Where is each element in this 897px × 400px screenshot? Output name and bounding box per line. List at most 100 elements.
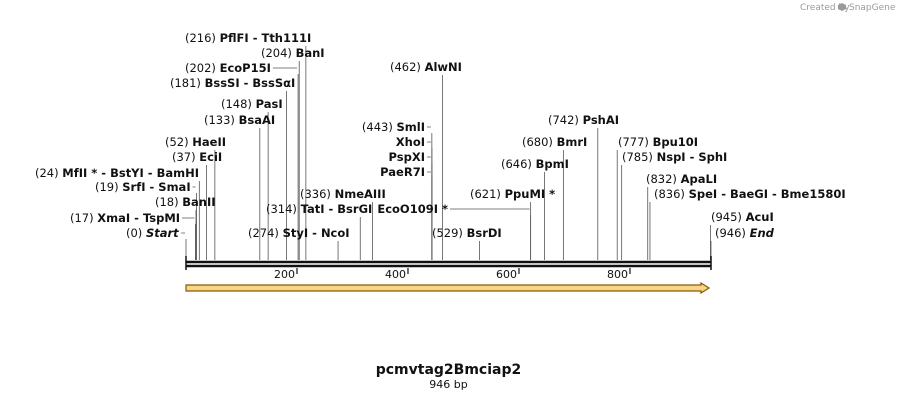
enzyme-name: NcoI bbox=[321, 226, 350, 240]
enzyme-name: BamHI bbox=[157, 166, 199, 180]
enzyme-name: EciI bbox=[199, 150, 222, 164]
site-position: (204) bbox=[261, 46, 292, 60]
enzyme-name: SpeI bbox=[689, 187, 718, 201]
enzyme-name: MfII * bbox=[62, 166, 97, 180]
site-connector bbox=[450, 208, 532, 260]
site-connector bbox=[272, 67, 299, 260]
ruler-tick-label: 800 bbox=[607, 268, 628, 281]
enzyme-name: PasI bbox=[256, 97, 283, 111]
site-label: PspXI bbox=[389, 150, 425, 164]
site-position: (202) bbox=[185, 61, 216, 75]
enzyme-name: BanII bbox=[182, 195, 215, 209]
enzyme-name: BpmI bbox=[536, 157, 569, 171]
site-position: (37) bbox=[172, 150, 196, 164]
site-position: (621) bbox=[470, 187, 501, 201]
site-label: (945) AcuI bbox=[711, 210, 774, 224]
enzyme-name: SmlI bbox=[397, 120, 426, 134]
enzyme-name: SrfI bbox=[122, 180, 145, 194]
site-position: (274) bbox=[248, 226, 279, 240]
ruler-tick-label: 600 bbox=[496, 268, 517, 281]
site-position: (52) bbox=[165, 135, 189, 149]
site-connector bbox=[427, 141, 433, 260]
site-label: (216) PflFI - Tth111I bbox=[185, 31, 311, 45]
site-label: (314) TatI - BsrGI bbox=[266, 202, 372, 216]
site-position: (785) bbox=[622, 150, 653, 164]
enzyme-name: HaeII bbox=[192, 135, 226, 149]
ruler-tick-label: 400 bbox=[385, 268, 406, 281]
enzyme-name: ApaLI bbox=[681, 172, 718, 186]
enzyme-name: XmaI bbox=[97, 211, 130, 225]
site-label: (19) SrfI - SmaI bbox=[95, 180, 191, 194]
site-position: (18) bbox=[155, 195, 179, 209]
site-label: (52) HaeII bbox=[165, 135, 226, 149]
site-label: (17) XmaI - TspMI bbox=[70, 211, 180, 225]
site-position: (777) bbox=[618, 135, 649, 149]
site-label: (621) PpuMI * bbox=[470, 187, 555, 201]
enzyme-name: PpuMI * bbox=[505, 187, 556, 201]
site-label: (832) ApaLI bbox=[646, 172, 717, 186]
ruler: 200 400 600 800 bbox=[185, 256, 712, 281]
site-position: (742) bbox=[548, 113, 579, 127]
enzyme-name: TatI bbox=[301, 202, 325, 216]
site-label: (0) Start bbox=[126, 226, 179, 240]
enzyme-name: End bbox=[750, 226, 775, 240]
enzyme-name: PspXI bbox=[389, 150, 425, 164]
site-label: (785) NspI - SphI bbox=[622, 150, 727, 164]
site-label: (336) NmeAIII bbox=[300, 187, 386, 201]
feature-arrow bbox=[185, 281, 711, 295]
site-label: (529) BsrDI bbox=[432, 226, 502, 240]
site-position: (529) bbox=[432, 226, 463, 240]
credit-text: Created by bbox=[800, 3, 850, 13]
enzyme-name: BmrI bbox=[557, 135, 588, 149]
site-label: (133) BsaAI bbox=[204, 113, 275, 127]
sequence-length: 946 bp bbox=[429, 378, 467, 391]
enzyme-name: BaeGI bbox=[730, 187, 768, 201]
enzyme-name: NspI bbox=[657, 150, 686, 164]
sequence-name: pcmvtag2Bmciap2 bbox=[376, 362, 522, 378]
site-label: (18) BanII bbox=[155, 195, 216, 209]
enzyme-name: PflFI bbox=[220, 31, 249, 45]
site-connector bbox=[182, 217, 196, 260]
enzyme-name: BsrGI bbox=[337, 202, 372, 216]
site-position: (19) bbox=[95, 180, 119, 194]
site-position: (646) bbox=[501, 157, 532, 171]
enzyme-name: AlwNI bbox=[425, 60, 462, 74]
site-position: (945) bbox=[711, 210, 742, 224]
site-connector bbox=[181, 232, 187, 260]
enzyme-name: TspMI bbox=[143, 211, 180, 225]
site-position: (133) bbox=[204, 113, 235, 127]
site-position: (443) bbox=[362, 120, 393, 134]
site-position: (946) bbox=[715, 226, 746, 240]
site-label: (202) EcoP15I bbox=[185, 61, 271, 75]
enzyme-name: XhoI bbox=[396, 135, 425, 149]
enzyme-name: StyI bbox=[283, 226, 309, 240]
site-label: (181) BssSI - BssSαI bbox=[170, 76, 295, 90]
enzyme-name: PshAI bbox=[583, 113, 619, 127]
site-label: (836) SpeI - BaeGI - Bme1580I bbox=[654, 187, 846, 201]
enzyme-name: BsaAI bbox=[239, 113, 276, 127]
enzyme-name: BssSI bbox=[205, 76, 240, 90]
site-connectors bbox=[181, 46, 712, 260]
site-label: (37) EciI bbox=[172, 150, 222, 164]
site-position: (336) bbox=[300, 187, 331, 201]
ruler-tick-label: 200 bbox=[274, 268, 295, 281]
site-label: (24) MfII * - BstYI - BamHI bbox=[35, 166, 199, 180]
site-position: (314) bbox=[266, 202, 297, 216]
site-position: (0) bbox=[126, 226, 142, 240]
enzyme-name: SmaI bbox=[158, 180, 190, 194]
site-connector bbox=[427, 171, 433, 260]
site-position: (680) bbox=[522, 135, 553, 149]
site-position: (148) bbox=[221, 97, 252, 111]
site-labels: (216) PflFI - Tth111I(204) BanI(202) Eco… bbox=[35, 31, 846, 240]
site-label: (443) SmlI bbox=[362, 120, 425, 134]
enzyme-name: AcuI bbox=[746, 210, 774, 224]
site-connector bbox=[427, 126, 433, 260]
site-position: (216) bbox=[185, 31, 216, 45]
enzyme-name: NmeAIII bbox=[335, 187, 386, 201]
site-label: (204) BanI bbox=[261, 46, 325, 60]
site-position: (24) bbox=[35, 166, 59, 180]
enzyme-name: BsrDI bbox=[467, 226, 502, 240]
site-label: (680) BmrI bbox=[522, 135, 587, 149]
site-label: PaeR7I bbox=[380, 165, 425, 179]
